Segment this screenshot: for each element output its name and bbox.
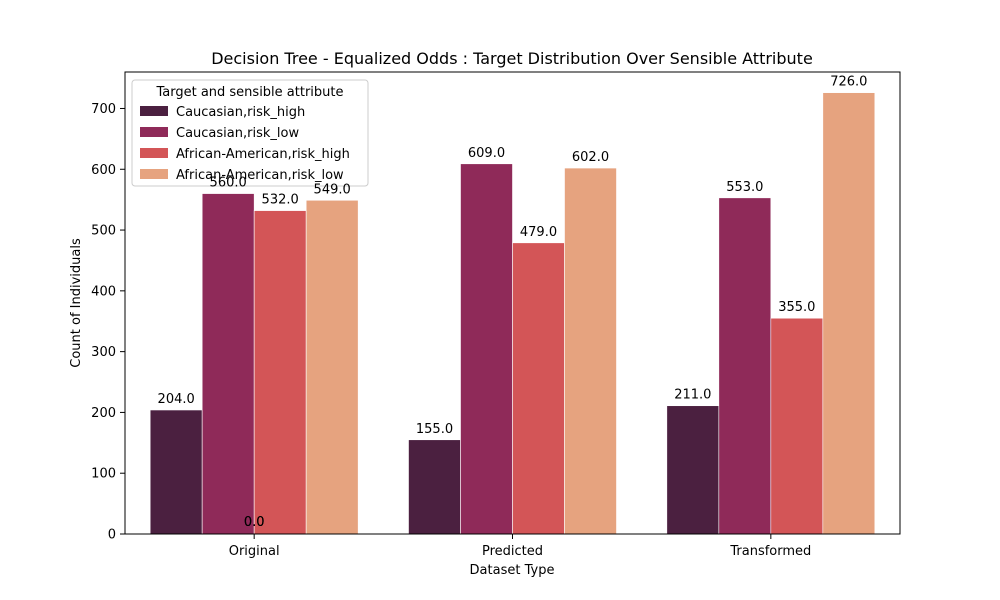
data-label: 602.0 <box>572 150 609 165</box>
legend-swatch <box>140 148 168 158</box>
y-axis-label: Count of Individuals <box>69 238 84 368</box>
y-tick-label: 0 <box>108 528 116 543</box>
zero-label: 0.0 <box>244 515 265 530</box>
data-label: 549.0 <box>314 182 351 197</box>
chart-title: Decision Tree - Equalized Odds : Target … <box>211 49 813 68</box>
bar-caucasian-risk-low-transformed <box>718 197 772 535</box>
legend-entry: Caucasian,risk_low <box>176 126 299 141</box>
legend-title: Target and sensible attribute <box>155 85 343 100</box>
bar-caucasian-risk-high-predicted <box>408 439 461 535</box>
legend-entry: African-American,risk_low <box>176 168 344 183</box>
bar-african-american-risk-high-original <box>253 210 307 535</box>
data-label: 609.0 <box>468 146 505 161</box>
bar-african-american-risk-low-transformed <box>822 92 876 535</box>
data-label: 553.0 <box>726 180 763 195</box>
data-label: 726.0 <box>830 75 867 90</box>
y-tick-label: 300 <box>91 345 116 360</box>
legend-swatch <box>140 106 168 116</box>
bar-african-american-risk-low-original <box>305 199 359 535</box>
bar-caucasian-risk-high-original <box>149 409 203 535</box>
y-tick-label: 600 <box>91 163 116 178</box>
legend-swatch <box>140 127 168 137</box>
legend-entry: Caucasian,risk_high <box>176 105 305 120</box>
data-label: 155.0 <box>416 422 453 437</box>
bar-african-american-risk-low-predicted <box>564 167 617 535</box>
y-tick-label: 100 <box>91 467 116 482</box>
data-label: 479.0 <box>520 225 557 240</box>
legend-box <box>131 79 369 187</box>
data-label: 355.0 <box>778 300 815 315</box>
data-label: 204.0 <box>158 392 195 407</box>
x-tick-label: Original <box>229 544 280 559</box>
y-tick-label: 400 <box>91 284 116 299</box>
plot-area: 0 100 200 300 400 500 600 700 Original Predicted T… <box>91 71 901 559</box>
y-tick-label: 700 <box>91 102 116 117</box>
zero-label: 0.0 <box>244 515 265 530</box>
bars <box>149 92 876 535</box>
bar-african-american-risk-high-transformed <box>770 317 824 535</box>
y-axis: 0 100 200 300 400 500 600 700 <box>91 102 125 543</box>
x-axis: Original Predicted Transformed <box>229 534 811 559</box>
bar-caucasian-risk-low-original <box>201 193 255 535</box>
bar-caucasian-risk-low-predicted <box>460 163 513 535</box>
bar-caucasian-risk-high-transformed <box>666 405 720 535</box>
legend-entry: African-American,risk_high <box>176 147 350 162</box>
y-tick-label: 500 <box>91 224 116 239</box>
x-tick-label: Transformed <box>729 544 811 559</box>
data-label: 560.0 <box>210 176 247 191</box>
data-label: 211.0 <box>674 388 711 403</box>
y-tick-label: 200 <box>91 406 116 421</box>
data-label: 532.0 <box>262 193 299 208</box>
x-tick-label: Predicted <box>482 544 543 559</box>
legend: Target and sensible attribute Caucasian,r… <box>131 79 369 187</box>
data-labels: 204.0 155.0 211.0 560.0 609.0 553.0 532.0 479.0… <box>158 75 868 530</box>
x-axis-label: Dataset Type <box>470 563 555 578</box>
bar-african-american-risk-high-predicted <box>512 242 565 535</box>
legend-swatch <box>140 169 168 179</box>
